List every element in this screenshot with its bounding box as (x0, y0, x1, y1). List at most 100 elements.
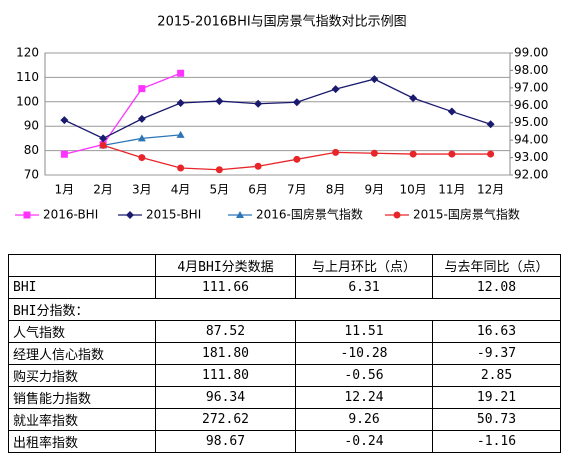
x-tick-label: 2月 (93, 183, 113, 197)
table-cell: 9.26 (295, 408, 433, 431)
table-cell: BHI分指数： (8, 298, 561, 321)
data-point (177, 69, 185, 77)
table-cell: 经理人信心指数 (8, 342, 156, 365)
data-point (177, 164, 185, 172)
table-cell: 购买力指数 (8, 364, 156, 387)
data-point (409, 94, 418, 103)
x-tick-label: 4月 (171, 183, 191, 197)
y2-tick-label: 95.00 (514, 115, 548, 129)
data-point (215, 97, 224, 106)
y-tick-label: 100 (16, 94, 39, 108)
y-tick-label: 80 (24, 143, 39, 157)
plot-frame (44, 52, 511, 176)
table-cell: -10.28 (295, 342, 433, 365)
table-cell: 111.80 (155, 364, 296, 387)
table-cell: -0.24 (295, 430, 433, 453)
data-point (60, 150, 68, 158)
data-point (486, 120, 495, 129)
data-point (331, 85, 340, 94)
series-line (64, 78, 491, 140)
data-point (138, 154, 146, 162)
data-point (215, 166, 223, 174)
y2-tick-label: 94.00 (514, 133, 548, 147)
table-cell: 就业率指数 (8, 408, 156, 431)
data-point (370, 75, 379, 84)
table-row: BHI 111.66 6.31 12.08 (8, 276, 561, 299)
table-row: 经理人信心指数 181.80 -10.28 -9.37 (8, 342, 561, 365)
x-tick-label: 10月 (399, 183, 426, 197)
table-cell: 96.34 (155, 386, 296, 409)
table-cell: 12.08 (432, 276, 561, 299)
y2-tick-label: 99.00 (514, 46, 548, 60)
table-cell: 销售能力指数 (8, 386, 156, 409)
legend-label: 2016-BHI (43, 208, 98, 222)
chart-title: 2015-2016BHI与国房景气指数对比示例图 (157, 14, 406, 30)
x-tick-label: 7月 (287, 183, 307, 197)
table-row: 出租率指数 98.67 -0.24 -1.16 (8, 430, 561, 453)
x-tick-label: 6月 (248, 183, 268, 197)
data-point (137, 114, 146, 123)
data-point (99, 141, 107, 149)
table-row: 购买力指数 111.80 -0.56 2.85 (8, 364, 561, 387)
y2-tick-label: 92.00 (514, 168, 548, 182)
y-tick-label: 70 (24, 168, 39, 182)
table-cell: 6.31 (295, 276, 433, 299)
y-tick-label: 110 (16, 70, 39, 84)
y2-tick-label: 97.00 (514, 80, 548, 94)
legend-label: 2016-国房景气指数 (256, 207, 363, 222)
table-cell: 19.21 (432, 386, 561, 409)
data-point (370, 149, 378, 157)
data-point (292, 98, 301, 107)
y2-tick-label: 96.00 (514, 98, 548, 112)
table-cell: 111.66 (155, 276, 296, 299)
data-point (409, 150, 417, 158)
table-row: 人气指数 87.52 11.51 16.63 (8, 320, 561, 343)
y-tick-label: 90 (24, 119, 39, 133)
data-point (447, 107, 456, 116)
x-tick-label: 1月 (55, 183, 75, 197)
legend-marker (236, 211, 244, 218)
table-cell: 87.52 (155, 320, 296, 343)
table-cell: 2.85 (432, 364, 561, 387)
table-row: 销售能力指数 96.34 12.24 19.21 (8, 386, 561, 409)
table-cell: -1.16 (432, 430, 561, 453)
legend-marker (393, 211, 401, 219)
y2-tick-label: 93.00 (514, 150, 548, 164)
x-tick-label: 8月 (326, 183, 346, 197)
table-cell: -9.37 (432, 342, 561, 365)
table-cell: 181.80 (155, 342, 296, 365)
data-table: 4月BHI分类数据 与上月环比（点） 与去年同比（点） BHI 111.66 6.31 12… (8, 254, 561, 453)
table-cell: 与去年同比（点） (432, 254, 561, 277)
table-cell: BHI (8, 276, 156, 299)
table-cell: 98.67 (155, 430, 296, 453)
data-point (448, 150, 456, 158)
data-point (99, 134, 108, 143)
legend-label: 2015-国房景气指数 (413, 207, 520, 222)
data-point (176, 99, 185, 108)
data-point (176, 130, 185, 138)
legend-marker (126, 211, 134, 219)
table-cell: 12.24 (295, 386, 433, 409)
x-tick-label: 3月 (132, 183, 152, 197)
y2-tick-label: 98.00 (514, 63, 548, 77)
data-point (254, 162, 262, 170)
data-point (487, 150, 495, 158)
data-point (138, 85, 146, 93)
table-cell: 与上月环比（点） (295, 254, 433, 277)
table-cell: 11.51 (295, 320, 433, 343)
data-point (293, 155, 301, 163)
x-tick-label: 9月 (365, 183, 385, 197)
table-header: 4月BHI分类数据 与上月环比（点） 与去年同比（点） (8, 254, 561, 277)
table-cell (8, 254, 156, 277)
table-row: 就业率指数 272.62 9.26 50.73 (8, 408, 561, 431)
x-tick-label: 12月 (477, 183, 504, 197)
legend-marker (23, 211, 31, 219)
table-cell: 50.73 (432, 408, 561, 431)
table-cell: 出租率指数 (8, 430, 156, 453)
data-point (254, 99, 263, 108)
chart: 2015-2016BHI与国房景气指数对比示例图 70 80 90 100 110 120… (15, 14, 548, 222)
legend-label: 2015-BHI (146, 208, 201, 222)
x-tick-label: 11月 (438, 183, 465, 197)
series-line (64, 72, 181, 155)
